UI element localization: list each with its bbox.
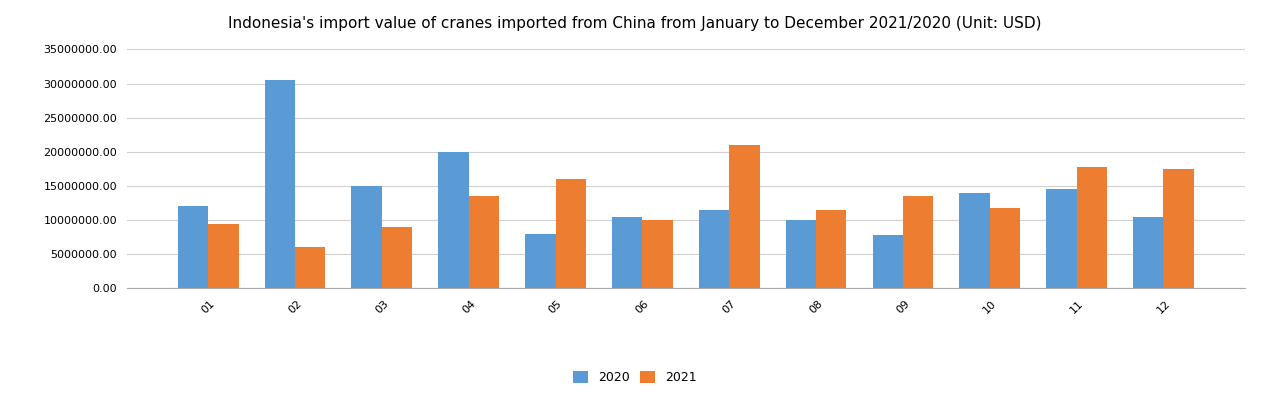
Bar [469, 196, 499, 288]
Text: Indonesia's import value of cranes imported from China from January to December : Indonesia's import value of cranes impor… [229, 16, 1041, 31]
Bar [1077, 167, 1107, 288]
Bar [382, 227, 413, 288]
Bar [1163, 169, 1194, 288]
Bar [1133, 217, 1163, 288]
Bar [295, 248, 325, 288]
Bar [438, 152, 469, 288]
Bar [178, 206, 208, 288]
Bar [643, 220, 673, 288]
Bar [817, 210, 846, 288]
Bar [698, 210, 729, 288]
Bar [352, 186, 382, 288]
Bar [989, 208, 1020, 288]
Bar [208, 224, 239, 288]
Bar [555, 179, 585, 288]
Bar [612, 217, 643, 288]
Bar [959, 193, 989, 288]
Bar [872, 235, 903, 288]
Bar [729, 145, 759, 288]
Bar [264, 80, 295, 288]
Bar [526, 234, 555, 288]
Bar [1046, 190, 1077, 288]
Bar [903, 196, 933, 288]
Legend: 2020, 2021: 2020, 2021 [568, 366, 702, 389]
Bar [786, 220, 817, 288]
